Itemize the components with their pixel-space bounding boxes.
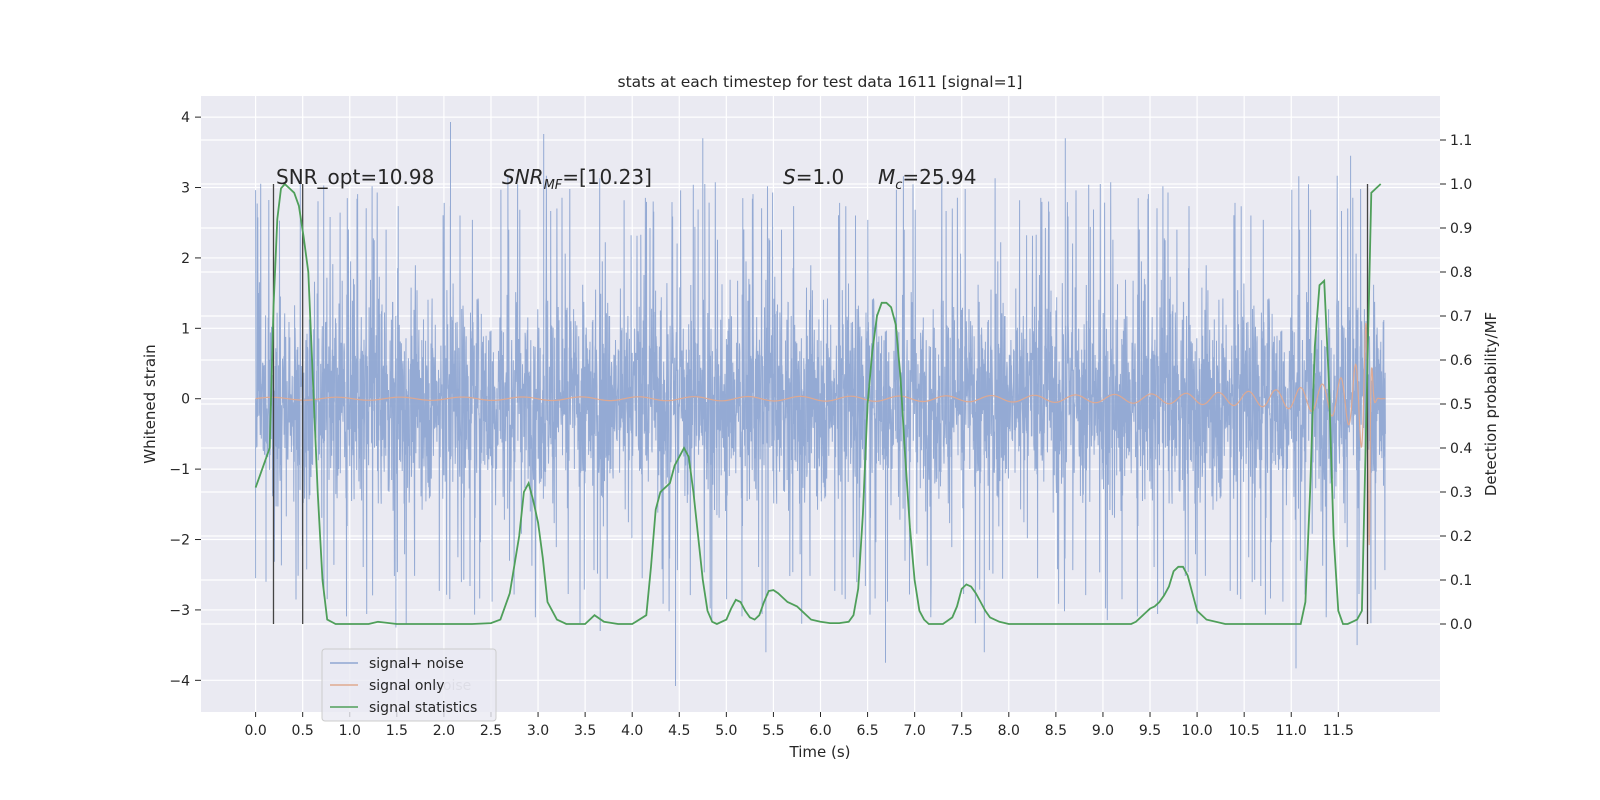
- y-tick-label-left: 1: [181, 321, 190, 337]
- legend-box: [321, 648, 497, 722]
- legend-label-signal-statistics: signal statistics: [369, 700, 477, 716]
- annotation-snr-opt: SNR_opt=10.98: [276, 165, 434, 189]
- x-tick-label: 6.0: [809, 723, 831, 739]
- x-tick-label: 2.5: [480, 723, 502, 739]
- series-signal-noise: [255, 122, 1386, 686]
- x-tick-label: 5.5: [762, 723, 784, 739]
- y-tick-label-right: 0.1: [1450, 573, 1472, 589]
- x-axis: 0.0 0.5 1.0 1.5 2.0 2.5 3.0 3.5 4.0 4.5 5.0 5.5 6.0 6…: [244, 712, 1354, 739]
- y-tick-label-right: 0.4: [1450, 441, 1472, 457]
- x-tick-label: 4.5: [668, 723, 690, 739]
- x-tick-label: 3.5: [574, 723, 596, 739]
- x-tick-label: 6.5: [856, 723, 878, 739]
- vertical-lines: [272, 184, 1369, 624]
- x-axis-label: Time (s): [789, 743, 851, 761]
- x-tick-label: 1.5: [386, 723, 408, 739]
- legend-label-signal-only: signal only: [369, 678, 444, 694]
- y-tick-label-left: −4: [169, 673, 190, 689]
- y-tick-label-right: 0.9: [1450, 221, 1472, 237]
- x-tick-label: 2.0: [433, 723, 455, 739]
- y-tick-label-left: 0: [181, 392, 190, 408]
- y-tick-label-right: 0.7: [1450, 309, 1472, 325]
- x-tick-label: 1.0: [339, 723, 361, 739]
- y-tick-label-left: 3: [181, 181, 190, 197]
- y-tick-label-left: 4: [181, 110, 190, 126]
- x-tick-label: 8.0: [998, 723, 1020, 739]
- annotation-s: S=1.0: [783, 165, 844, 189]
- y-tick-label-right: 0.0: [1450, 617, 1472, 633]
- y-tick-label-left: −3: [169, 603, 190, 619]
- x-tick-label: 5.0: [715, 723, 737, 739]
- x-tick-label: 9.5: [1139, 723, 1161, 739]
- x-tick-label: 10.0: [1182, 723, 1213, 739]
- y-tick-label-right: 0.5: [1450, 397, 1472, 413]
- y-axis-right: 0.0 0.1 0.2 0.3 0.4 0.5 0.6 0.7 0.8 0.9 1.0 1.1: [1440, 133, 1472, 633]
- annotations: SNR_opt=10.98 SNRMF=[10.23] S=1.0 Mc=25.…: [276, 165, 976, 193]
- x-tick-label: 3.0: [527, 723, 549, 739]
- legend-label-signal-noise: signal+ noise: [369, 656, 464, 672]
- y-tick-label-right: 1.1: [1450, 133, 1472, 149]
- x-tick-label: 9.0: [1092, 723, 1114, 739]
- x-tick-label: 8.5: [1045, 723, 1067, 739]
- x-tick-label: 7.5: [951, 723, 973, 739]
- legend: signal+ noise noise signal only signal s…: [321, 648, 497, 722]
- y-tick-label-right: 0.6: [1450, 353, 1472, 369]
- x-tick-label: 4.0: [621, 723, 643, 739]
- y-axis-label-left: Whitened strain: [141, 344, 159, 463]
- y-tick-label-left: −1: [169, 462, 190, 478]
- chart-title: stats at each timestep for test data 161…: [618, 73, 1023, 91]
- series-signal-only: [255, 322, 1386, 546]
- x-tick-label: 10.5: [1229, 723, 1260, 739]
- y-tick-label-right: 0.2: [1450, 529, 1472, 545]
- x-tick-label: 0.5: [292, 723, 314, 739]
- y-tick-label-left: −2: [169, 533, 190, 549]
- x-tick-label: 7.0: [904, 723, 926, 739]
- y-axis-label-right: Detection probability/MF: [1482, 312, 1500, 496]
- series-signal-statistics: [254, 182, 1382, 625]
- annotation-mc: Mc=25.94: [878, 165, 976, 193]
- x-tick-label: 11.0: [1276, 723, 1307, 739]
- x-tick-label: 11.5: [1323, 723, 1354, 739]
- x-tick-label: 0.0: [244, 723, 266, 739]
- y-tick-label-right: 1.0: [1450, 177, 1472, 193]
- y-tick-label-left: 2: [181, 251, 190, 267]
- y-axis-left: −4 −3 −2 −1 0 1 2 3 4: [169, 110, 201, 689]
- y-tick-label-right: 0.3: [1450, 485, 1472, 501]
- y-tick-label-right: 0.8: [1450, 265, 1472, 281]
- annotation-snr-mf: SNRMF=[10.23]: [502, 165, 652, 193]
- legend-ghost-text: noise: [434, 678, 471, 694]
